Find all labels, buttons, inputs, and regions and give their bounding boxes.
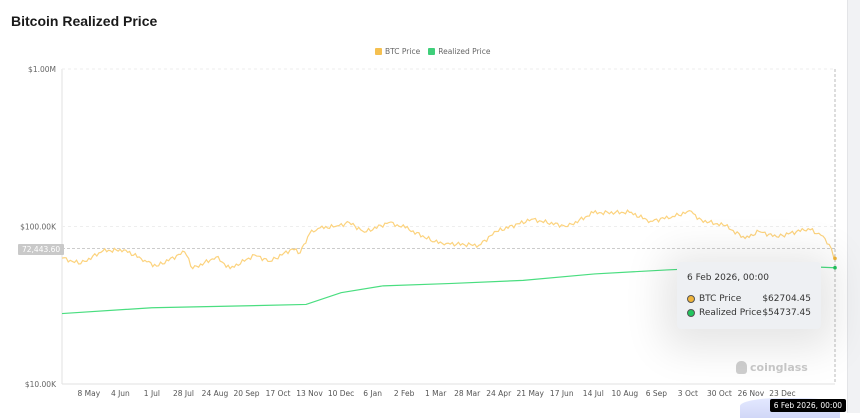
legend-label: Realized Price (438, 47, 491, 56)
x-tick-label: 10 Aug (612, 389, 639, 398)
legend-item-realized-price[interactable]: Realized Price (428, 47, 490, 56)
crosshair-y-label: 72,443.60 (18, 244, 65, 255)
x-tick-label: 14 Jul (583, 389, 604, 398)
realized-price-marker (833, 265, 837, 270)
tooltip-row-realized: Realized Price $54737.45 (687, 308, 811, 318)
coinglass-watermark: coinglass (736, 361, 808, 374)
x-tick-label: 23 Dec (769, 389, 795, 398)
x-tick-label: 21 May (517, 389, 545, 398)
x-tick-label: 3 Oct (678, 389, 698, 398)
x-tick-label: 4 Jun (111, 389, 130, 398)
legend-item-btc-price[interactable]: BTC Price (375, 47, 420, 56)
y-tick-label: $10.00K (25, 380, 57, 389)
x-tick-label: 6 Jan (363, 389, 382, 398)
btc-price-line (61, 209, 836, 270)
btc-price-marker (833, 256, 837, 261)
tooltip-value: $54737.45 (762, 308, 811, 318)
x-tick-label: 30 Oct (707, 389, 732, 398)
x-tick-label: 1 Jul (144, 389, 160, 398)
x-tick-label: 6 Sep (646, 389, 668, 398)
tooltip-value: $62704.45 (762, 294, 811, 304)
legend: BTC Price Realized Price (375, 47, 490, 56)
tooltip-date: 6 Feb 2026, 00:00 (687, 273, 769, 283)
chart-title: Bitcoin Realized Price (11, 13, 158, 29)
scrollbar[interactable] (847, 0, 860, 413)
x-tick-label: 20 Sep (233, 389, 259, 398)
y-tick-label: $100.00K (20, 223, 57, 232)
tooltip: 6 Feb 2026, 00:00 BTC Price $62704.45 Re… (677, 262, 821, 329)
x-tick-label: 2 Feb (394, 389, 415, 398)
coinglass-logo-icon (736, 361, 747, 374)
tooltip-label: BTC Price (699, 294, 742, 304)
x-tick-label: 13 Nov (296, 389, 323, 398)
legend-swatch-realized (428, 48, 436, 55)
y-tick-label: $1.00M (28, 65, 56, 74)
btc-dot-icon (687, 295, 695, 303)
x-tick-label: 17 Jun (550, 389, 574, 398)
x-tick-label: 1 Mar (425, 389, 447, 398)
tooltip-label: Realized Price (699, 308, 762, 318)
x-tick-label: 24 Aug (202, 389, 229, 398)
legend-swatch-btc (375, 48, 382, 55)
x-tick-label: 8 May (78, 389, 101, 398)
realized-dot-icon (687, 309, 695, 317)
x-tick-label: 28 Jul (173, 389, 194, 398)
x-tick-label: 26 Nov (738, 389, 765, 398)
x-tick-label: 24 Apr (486, 389, 512, 398)
x-tick-label: 17 Oct (266, 389, 291, 398)
watermark-text: coinglass (750, 361, 808, 374)
legend-label: BTC Price (385, 47, 421, 56)
tooltip-row-btc: BTC Price $62704.45 (687, 294, 811, 304)
x-tick-label: 28 Mar (454, 389, 481, 398)
x-tick-label: 10 Dec (328, 389, 354, 398)
crosshair-x-label: 6 Feb 2026, 00:00 (769, 399, 846, 412)
